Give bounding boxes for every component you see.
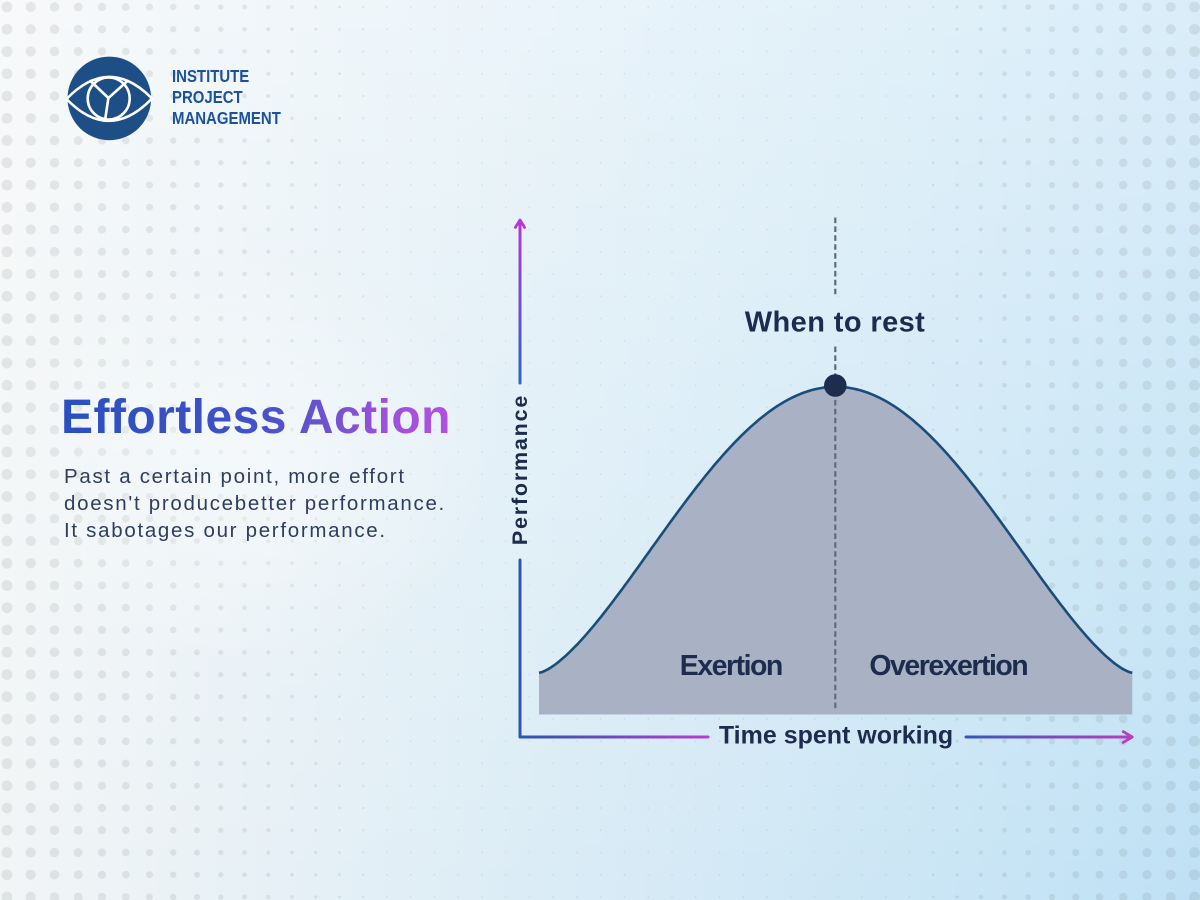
svg-text:Exertion: Exertion xyxy=(680,650,782,682)
svg-text:When to rest: When to rest xyxy=(745,307,925,339)
svg-text:MANAGEMENT: MANAGEMENT xyxy=(172,109,281,128)
svg-text:PROJECT: PROJECT xyxy=(172,88,243,107)
svg-text:INSTITUTE: INSTITUTE xyxy=(172,67,249,86)
svg-text:Overexertion: Overexertion xyxy=(869,650,1027,682)
svg-text:Time spent working: Time spent working xyxy=(719,722,953,750)
svg-text:Performance: Performance xyxy=(508,394,532,545)
